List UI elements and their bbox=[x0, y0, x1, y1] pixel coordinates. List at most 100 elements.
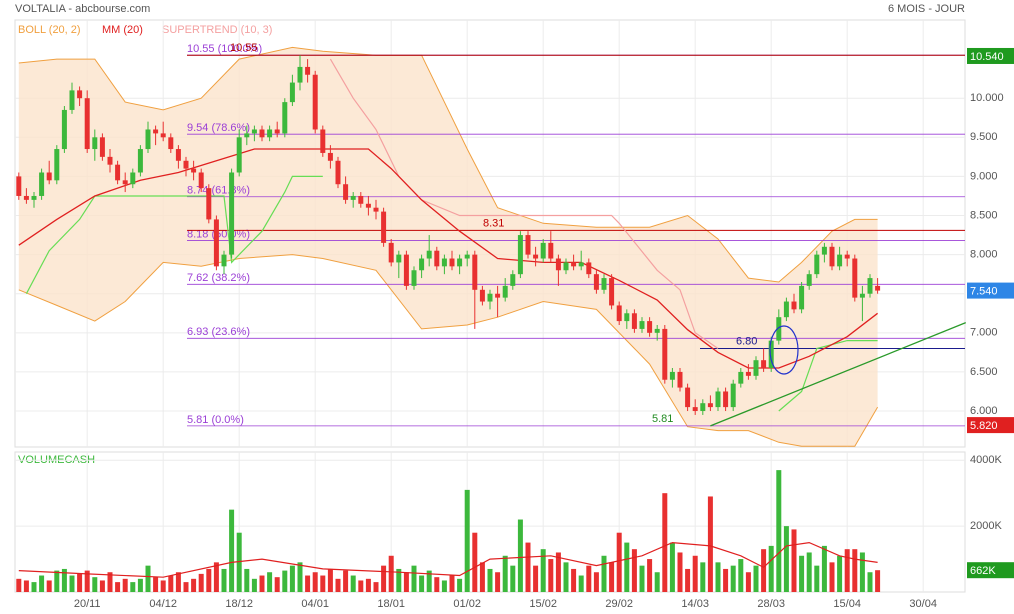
volume-bar bbox=[540, 549, 546, 592]
candle-body bbox=[335, 160, 341, 185]
volume-bar bbox=[198, 573, 204, 592]
volume-bar bbox=[464, 489, 470, 592]
candle-body bbox=[624, 313, 630, 322]
y-tick-label: 6.500 bbox=[970, 366, 998, 378]
volume-bar bbox=[305, 575, 311, 592]
volume-bar bbox=[191, 578, 197, 592]
legend-mm: MM (20) bbox=[102, 24, 143, 36]
candle-body bbox=[267, 129, 273, 138]
candle-body bbox=[495, 293, 501, 298]
volume-bar bbox=[837, 555, 843, 592]
y-tick-label: 8.000 bbox=[970, 249, 998, 261]
level-label: 8.31 bbox=[483, 217, 504, 229]
candle-body bbox=[609, 278, 615, 306]
volume-bar bbox=[130, 582, 136, 592]
volume-bar bbox=[297, 562, 303, 592]
volume-bar bbox=[639, 565, 645, 592]
candle-body bbox=[799, 285, 805, 310]
x-tick-label: 04/01 bbox=[301, 598, 329, 610]
candle-body bbox=[84, 98, 90, 150]
candle-body bbox=[327, 152, 333, 161]
candle-body bbox=[631, 313, 637, 329]
candle-body bbox=[54, 149, 60, 181]
candle-body bbox=[312, 74, 318, 130]
chart-title: VOLTALIA - abcbourse.com bbox=[15, 3, 150, 15]
volume-bar bbox=[16, 578, 22, 592]
volume-bar bbox=[502, 555, 508, 592]
candle-body bbox=[837, 254, 843, 267]
candle-body bbox=[213, 219, 219, 267]
candle-body bbox=[92, 137, 98, 150]
price-badge-label: 5.820 bbox=[970, 420, 998, 432]
candle-body bbox=[563, 262, 569, 271]
candle-body bbox=[251, 129, 257, 134]
candle-body bbox=[99, 137, 105, 157]
x-tick-label: 20/11 bbox=[74, 598, 101, 610]
candle-body bbox=[586, 262, 592, 275]
level-label: 5.81 bbox=[652, 413, 673, 425]
candle-body bbox=[829, 246, 835, 267]
volume-bar bbox=[631, 549, 637, 592]
candle-body bbox=[730, 383, 736, 408]
candle-body bbox=[289, 82, 295, 103]
candle-body bbox=[449, 258, 455, 267]
volume-average bbox=[18, 541, 878, 578]
candle-body bbox=[776, 317, 782, 341]
boll-lower bbox=[18, 254, 879, 447]
x-tick-label: 18/12 bbox=[225, 598, 253, 610]
candle-body bbox=[236, 137, 242, 173]
volume-bar bbox=[61, 568, 67, 592]
volume-bar bbox=[745, 572, 751, 592]
trendline bbox=[710, 322, 967, 427]
candle-body bbox=[715, 391, 721, 408]
volume-bar bbox=[343, 570, 349, 592]
candle-body bbox=[517, 235, 523, 275]
candle-body bbox=[738, 371, 744, 384]
candle-body bbox=[358, 195, 364, 204]
y-tick-label: 8.500 bbox=[970, 209, 998, 221]
candle-body bbox=[381, 211, 387, 243]
volume-bar bbox=[137, 578, 143, 592]
volume-bar bbox=[92, 577, 98, 592]
candle-body bbox=[533, 254, 539, 259]
candle-body bbox=[274, 129, 280, 134]
volume-bar bbox=[434, 577, 440, 592]
candle-body bbox=[350, 195, 356, 200]
legend-supertrend: SUPERTREND (10, 3) bbox=[162, 24, 272, 36]
volume-bar bbox=[510, 565, 516, 592]
volume-bar bbox=[145, 565, 151, 592]
candle-body bbox=[320, 129, 326, 153]
volume-bar bbox=[350, 575, 356, 592]
candle-body bbox=[867, 278, 873, 294]
candle-body bbox=[183, 160, 189, 169]
volume-bar bbox=[548, 559, 554, 592]
volume-bar bbox=[289, 565, 295, 592]
volume-bar bbox=[221, 568, 227, 592]
candle-body bbox=[647, 321, 653, 333]
volume-bar bbox=[99, 580, 105, 592]
fib-label: 9.54 (78.6%) bbox=[187, 122, 250, 134]
volume-bar bbox=[168, 575, 174, 592]
volume-bar bbox=[426, 570, 432, 592]
volume-bar bbox=[768, 545, 774, 592]
candle-body bbox=[419, 258, 425, 271]
volume-bar bbox=[244, 568, 250, 592]
volume-bar bbox=[267, 572, 273, 592]
volume-bar bbox=[700, 562, 706, 592]
x-tick-label: 14/03 bbox=[681, 598, 709, 610]
candle-body bbox=[77, 90, 83, 99]
candle-body bbox=[745, 371, 751, 376]
volume-bar bbox=[487, 568, 493, 592]
candle-body bbox=[821, 246, 827, 255]
candle-body bbox=[365, 203, 371, 208]
volume-bar bbox=[381, 565, 387, 592]
volume-bar bbox=[677, 552, 683, 592]
price-badge bbox=[967, 47, 1014, 64]
volume-bar bbox=[472, 532, 478, 592]
price-badge-label: 662K bbox=[970, 565, 996, 577]
candle-body bbox=[411, 270, 417, 286]
volume-bar bbox=[571, 568, 577, 592]
candle-body bbox=[639, 321, 645, 329]
candle-body bbox=[571, 262, 577, 267]
